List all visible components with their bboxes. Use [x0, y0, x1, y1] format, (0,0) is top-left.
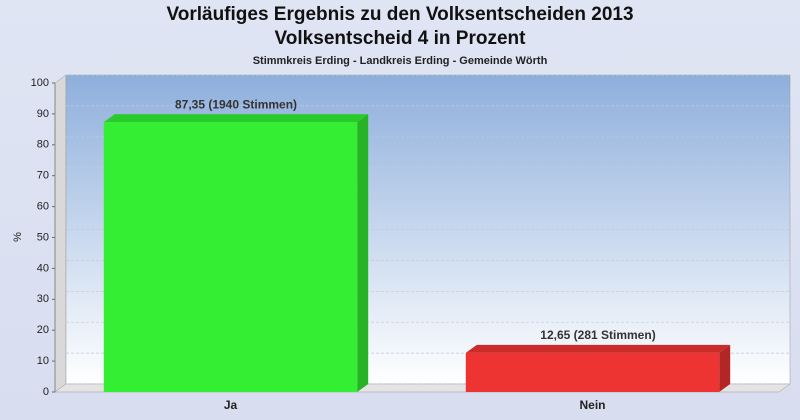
y-axis-label: % — [12, 232, 24, 242]
value-label: 87,35 (1940 Stimmen) — [175, 97, 297, 111]
bar — [103, 122, 358, 392]
bar — [465, 352, 720, 392]
x-tick-label: Ja — [224, 398, 238, 412]
chart-title: Vorläufiges Ergebnis zu den Volksentsche… — [166, 4, 633, 25]
y-tick-label: 60 — [37, 201, 49, 213]
y-tick-label: 40 — [37, 262, 49, 274]
x-tick-label: Nein — [579, 398, 605, 412]
chart-subtitle: Stimmkreis Erding - Landkreis Erding - G… — [253, 55, 548, 67]
bar-side — [719, 344, 731, 392]
bar-top — [465, 344, 731, 353]
side-wall — [54, 74, 67, 393]
y-tick-label: 90 — [37, 108, 49, 120]
value-label: 12,65 (281 Stimmen) — [540, 328, 655, 342]
y-tick-label: 100 — [31, 77, 49, 89]
y-tick-label: 0 — [43, 386, 49, 398]
bar-side — [357, 114, 369, 392]
chart-title: Volksentscheid 4 in Prozent — [275, 28, 527, 49]
y-tick-label: 80 — [37, 139, 49, 151]
y-tick-label: 70 — [37, 170, 49, 182]
y-tick-label: 50 — [37, 231, 49, 243]
y-tick-label: 30 — [37, 293, 49, 305]
bar-top — [103, 114, 369, 123]
y-tick-label: 10 — [37, 355, 49, 367]
y-tick-label: 20 — [37, 324, 49, 336]
